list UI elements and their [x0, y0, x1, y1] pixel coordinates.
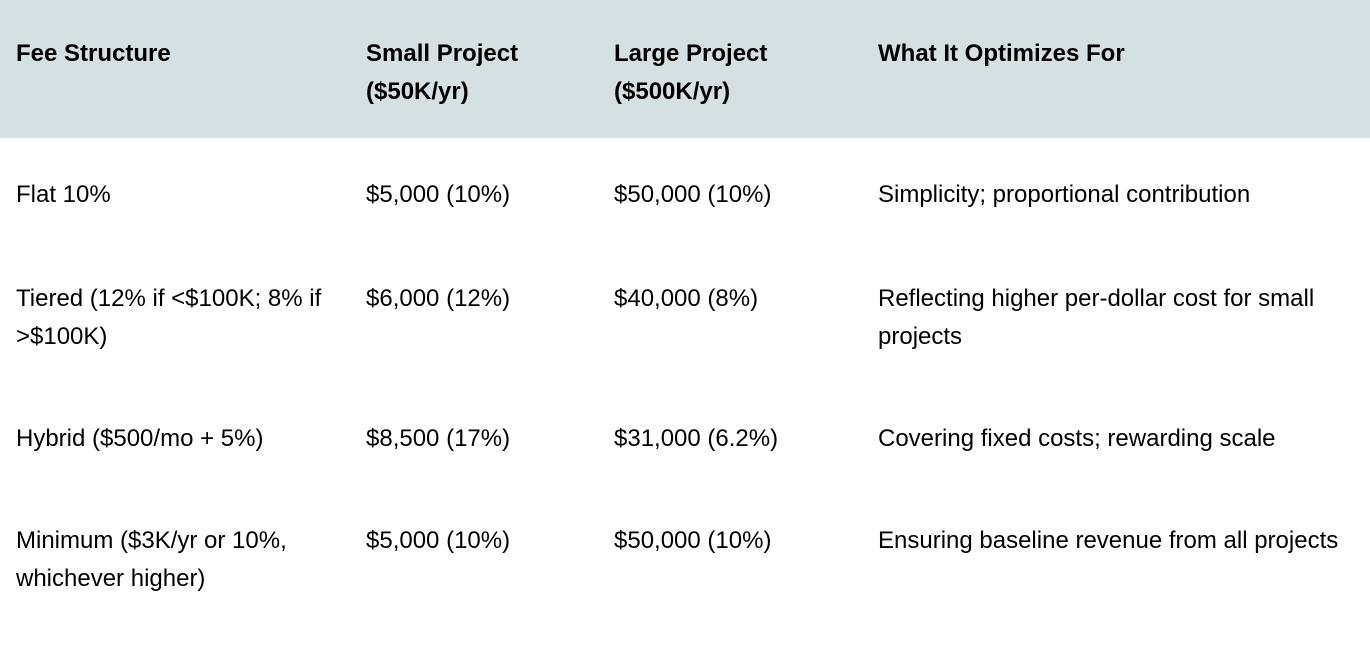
cell-large-project: $50,000 (10%) [614, 527, 772, 554]
cell-fee-structure: Tiered (12% if <$100K; 8% if >$100K) [16, 285, 322, 350]
header-large-project: Large Project ($500K/yr) [614, 40, 768, 105]
header-small-project: Small Project ($50K/yr) [366, 40, 519, 105]
cell-large-project: $50,000 (10%) [614, 181, 772, 208]
cell-large-project: $40,000 (8%) [614, 285, 759, 312]
cell-fee-structure: Hybrid ($500/mo + 5%) [16, 425, 264, 452]
header-row: Fee Structure Small Project ($50K/yr) La… [0, 0, 1370, 138]
cell-optimizes-for: Ensuring baseline revenue from all proje… [878, 527, 1339, 554]
cell-small-project: $5,000 (10%) [366, 181, 511, 208]
cell-fee-structure: Flat 10% [16, 181, 111, 208]
table-header: Fee Structure Small Project ($50K/yr) La… [0, 0, 1370, 138]
cell-small-project: $6,000 (12%) [366, 285, 511, 312]
fee-structure-table: Fee Structure Small Project ($50K/yr) La… [0, 0, 1370, 622]
cell-small-project: $8,500 (17%) [366, 425, 511, 452]
cell-fee-structure: Minimum ($3K/yr or 10%, whichever higher… [16, 527, 287, 592]
header-what-it-optimizes-for: What It Optimizes For [878, 40, 1125, 67]
table-row: Flat 10% $5,000 (10%) $50,000 (10%) Simp… [0, 138, 1370, 240]
cell-optimizes-for: Reflecting higher per-dollar cost for sm… [878, 285, 1315, 350]
table-body: Flat 10% $5,000 (10%) $50,000 (10%) Simp… [0, 138, 1370, 622]
header-fee-structure: Fee Structure [16, 40, 171, 67]
cell-small-project: $5,000 (10%) [366, 527, 511, 554]
cell-optimizes-for: Covering fixed costs; rewarding scale [878, 425, 1276, 452]
table-row: Minimum ($3K/yr or 10%, whichever higher… [0, 482, 1370, 622]
table-row: Hybrid ($500/mo + 5%) $8,500 (17%) $31,0… [0, 380, 1370, 482]
cell-large-project: $31,000 (6.2%) [614, 425, 779, 452]
table-row: Tiered (12% if <$100K; 8% if >$100K) $6,… [0, 240, 1370, 380]
cell-optimizes-for: Simplicity; proportional contribution [878, 181, 1251, 208]
